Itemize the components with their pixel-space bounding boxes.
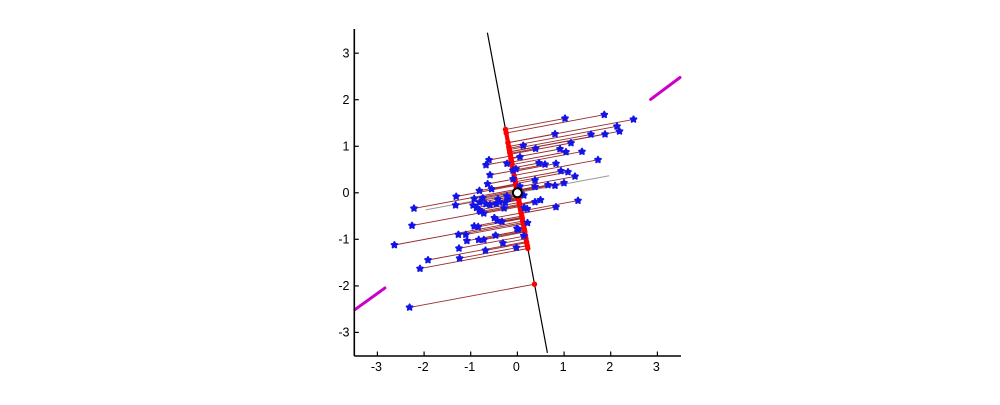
svg-text:-3: -3 — [338, 326, 349, 340]
svg-text:1: 1 — [560, 360, 567, 374]
svg-text:3: 3 — [343, 47, 350, 61]
svg-text:-1: -1 — [338, 233, 349, 247]
svg-text:3: 3 — [653, 360, 660, 374]
svg-text:0: 0 — [343, 186, 350, 200]
svg-text:0: 0 — [513, 360, 520, 374]
svg-text:2: 2 — [606, 360, 613, 374]
svg-text:1: 1 — [343, 140, 350, 154]
svg-text:2: 2 — [343, 93, 350, 107]
svg-text:-2: -2 — [418, 360, 429, 374]
svg-text:-2: -2 — [338, 279, 349, 293]
svg-text:-1: -1 — [464, 360, 475, 374]
svg-text:-3: -3 — [371, 360, 382, 374]
